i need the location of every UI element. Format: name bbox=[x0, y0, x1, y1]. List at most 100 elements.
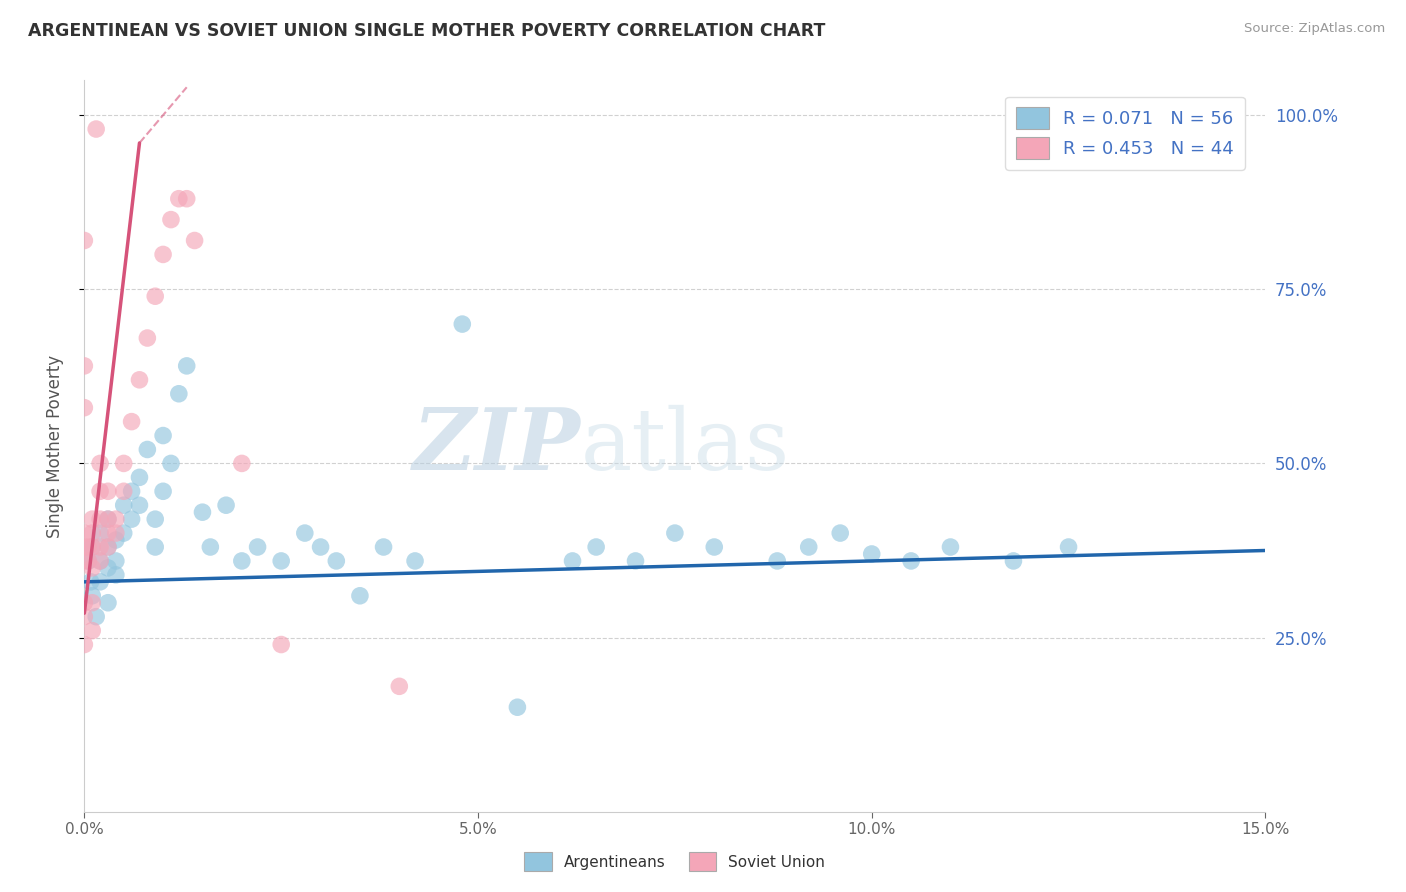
Point bbox=[89, 554, 111, 568]
Point bbox=[561, 554, 583, 568]
Point bbox=[112, 526, 135, 541]
Point bbox=[1057, 540, 1080, 554]
Point bbox=[97, 540, 120, 554]
Point bbox=[191, 505, 214, 519]
Point bbox=[215, 498, 238, 512]
Point bbox=[82, 512, 104, 526]
Point bbox=[104, 512, 127, 526]
Point bbox=[766, 554, 789, 568]
Point bbox=[128, 470, 150, 484]
Point bbox=[200, 540, 222, 554]
Point bbox=[325, 554, 347, 568]
Point bbox=[89, 457, 111, 471]
Point bbox=[270, 638, 292, 652]
Text: ARGENTINEAN VS SOVIET UNION SINGLE MOTHER POVERTY CORRELATION CHART: ARGENTINEAN VS SOVIET UNION SINGLE MOTHE… bbox=[28, 22, 825, 40]
Point bbox=[84, 609, 107, 624]
Point bbox=[506, 700, 529, 714]
Point bbox=[176, 359, 198, 373]
Point bbox=[112, 457, 135, 471]
Point bbox=[797, 540, 820, 554]
Point bbox=[231, 457, 253, 471]
Point bbox=[121, 415, 143, 429]
Point bbox=[104, 533, 127, 547]
Point bbox=[89, 574, 111, 589]
Point bbox=[73, 596, 96, 610]
Point bbox=[104, 554, 127, 568]
Point bbox=[82, 596, 104, 610]
Point bbox=[82, 540, 104, 554]
Point bbox=[152, 247, 174, 261]
Point bbox=[97, 512, 120, 526]
Point bbox=[176, 192, 198, 206]
Point bbox=[128, 498, 150, 512]
Point bbox=[73, 609, 96, 624]
Point bbox=[246, 540, 269, 554]
Point bbox=[73, 359, 96, 373]
Point bbox=[294, 526, 316, 541]
Point bbox=[89, 484, 111, 499]
Point bbox=[309, 540, 332, 554]
Point bbox=[136, 442, 159, 457]
Legend: Argentineans, Soviet Union: Argentineans, Soviet Union bbox=[519, 847, 831, 877]
Point bbox=[373, 540, 395, 554]
Point bbox=[112, 498, 135, 512]
Point bbox=[624, 554, 647, 568]
Text: Source: ZipAtlas.com: Source: ZipAtlas.com bbox=[1244, 22, 1385, 36]
Point bbox=[89, 512, 111, 526]
Point bbox=[77, 554, 100, 568]
Point bbox=[664, 526, 686, 541]
Point bbox=[79, 574, 101, 589]
Point bbox=[1002, 554, 1025, 568]
Point bbox=[404, 554, 426, 568]
Point bbox=[830, 526, 852, 541]
Point bbox=[152, 484, 174, 499]
Point bbox=[183, 234, 205, 248]
Point bbox=[388, 679, 411, 693]
Point bbox=[121, 484, 143, 499]
Point bbox=[143, 540, 166, 554]
Point bbox=[77, 540, 100, 554]
Point bbox=[77, 554, 100, 568]
Point bbox=[860, 547, 883, 561]
Y-axis label: Single Mother Poverty: Single Mother Poverty bbox=[45, 354, 63, 538]
Point bbox=[143, 289, 166, 303]
Point bbox=[73, 401, 96, 415]
Point bbox=[97, 540, 120, 554]
Point bbox=[121, 512, 143, 526]
Point bbox=[73, 554, 96, 568]
Point bbox=[585, 540, 607, 554]
Point bbox=[451, 317, 474, 331]
Point bbox=[73, 638, 96, 652]
Point bbox=[152, 428, 174, 442]
Point bbox=[112, 484, 135, 499]
Point bbox=[97, 596, 120, 610]
Point bbox=[82, 624, 104, 638]
Point bbox=[143, 512, 166, 526]
Point bbox=[82, 540, 104, 554]
Text: ZIP: ZIP bbox=[412, 404, 581, 488]
Point bbox=[73, 526, 96, 541]
Point bbox=[89, 526, 111, 541]
Point bbox=[73, 234, 96, 248]
Point bbox=[97, 526, 120, 541]
Point bbox=[89, 554, 111, 568]
Point bbox=[89, 540, 111, 554]
Point bbox=[84, 122, 107, 136]
Point bbox=[97, 561, 120, 575]
Point bbox=[82, 589, 104, 603]
Point bbox=[167, 192, 190, 206]
Point bbox=[900, 554, 922, 568]
Point bbox=[73, 540, 96, 554]
Point bbox=[349, 589, 371, 603]
Point bbox=[104, 526, 127, 541]
Point bbox=[160, 212, 183, 227]
Point bbox=[128, 373, 150, 387]
Point bbox=[231, 554, 253, 568]
Point bbox=[104, 567, 127, 582]
Point bbox=[97, 512, 120, 526]
Point bbox=[82, 561, 104, 575]
Point bbox=[97, 484, 120, 499]
Point bbox=[136, 331, 159, 345]
Text: atlas: atlas bbox=[581, 404, 790, 488]
Point bbox=[82, 526, 104, 541]
